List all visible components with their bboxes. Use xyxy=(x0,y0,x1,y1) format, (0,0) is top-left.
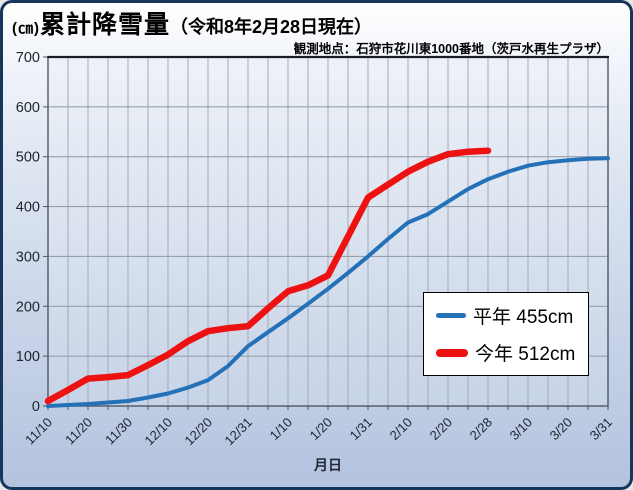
kotoshi-line-swatch xyxy=(436,348,468,357)
y-tick-label: 600 xyxy=(16,100,40,116)
x-tick-label: 2/10 xyxy=(387,415,416,444)
x-tick-label: 1/10 xyxy=(267,415,296,444)
page-title: 累計降雪量 xyxy=(40,11,171,39)
x-tick-label: 1/31 xyxy=(347,415,376,444)
x-tick-label: 2/28 xyxy=(467,415,496,444)
x-axis-title: 月日 xyxy=(314,457,342,473)
y-tick-label: 0 xyxy=(32,399,40,415)
x-tick-label: 12/20 xyxy=(182,415,216,449)
y-tick-label: 200 xyxy=(16,299,40,315)
legend-label-kotoshi: 今年 512cm xyxy=(475,344,576,365)
x-tick-label: 12/31 xyxy=(222,415,256,449)
series-line-kotoshi xyxy=(44,147,492,405)
x-tick-label: 12/10 xyxy=(142,415,176,449)
heinen-line-swatch xyxy=(436,313,466,318)
title-row: (㎝) 累計降雪量 （令和8年2月28日現在） xyxy=(12,5,621,41)
y-tick-label: 300 xyxy=(16,249,40,265)
x-tick-label: 1/20 xyxy=(307,415,336,444)
x-tick-label: 11/30 xyxy=(102,415,135,448)
x-tick-label: 3/20 xyxy=(547,415,576,444)
x-tick-label: 2/20 xyxy=(427,415,456,444)
title-date-suffix: （令和8年2月28日現在） xyxy=(170,17,373,37)
y-axis-unit-label: (㎝) xyxy=(12,20,40,37)
chart-legend: 平年 455cm 今年 512cm xyxy=(423,292,589,376)
x-tick-label: 11/10 xyxy=(22,415,55,448)
legend-item-kotoshi: 今年 512cm xyxy=(436,339,580,366)
x-tick-label: 3/31 xyxy=(587,415,616,444)
legend-item-heinen: 平年 455cm xyxy=(436,302,580,329)
legend-label-heinen: 平年 455cm xyxy=(473,307,574,328)
x-tick-label: 11/20 xyxy=(62,415,95,448)
y-tick-label: 700 xyxy=(16,50,40,66)
series-line-heinen xyxy=(46,156,610,408)
x-tick-label: 3/10 xyxy=(507,415,536,444)
observation-site-subtitle: 観測地点：石狩市花川東1000番地（茨戸水再生プラザ） xyxy=(293,42,609,56)
chart-header: (㎝) 累計降雪量 （令和8年2月28日現在） 観測地点：石狩市花川東1000番地（… xyxy=(12,5,621,57)
y-tick-label: 500 xyxy=(16,150,40,166)
y-tick-label: 400 xyxy=(16,200,40,216)
y-tick-label: 100 xyxy=(16,349,40,365)
